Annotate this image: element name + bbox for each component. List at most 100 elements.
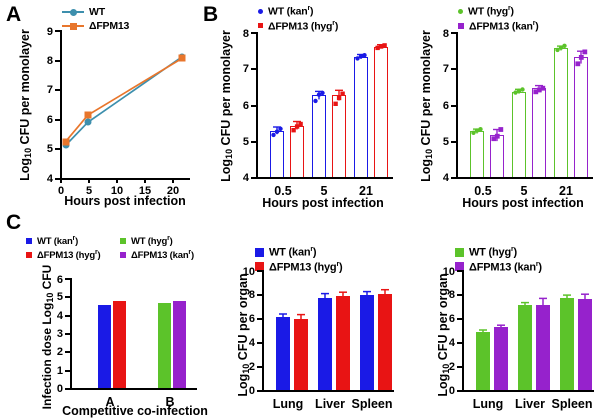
legend-label: ΔFPM13 (hygr)	[269, 260, 343, 274]
y-tick-label: 4	[448, 337, 455, 349]
panel-a-series-lines	[64, 55, 183, 146]
wt-kan-square-marker-icon	[255, 247, 264, 257]
y-tick-label: 2	[448, 361, 455, 373]
panel-b-left-plot: 4 5 6 7 8 0.5 5 21	[243, 28, 393, 198]
dfpm13-hyg-square-marker-icon	[255, 262, 264, 272]
y-tick-label: 6	[442, 99, 449, 112]
bar-dfpm13-kan	[173, 300, 186, 388]
x-axis	[70, 388, 197, 390]
data-point-dfpm13	[178, 54, 186, 62]
bar-wt-kan	[98, 304, 111, 388]
y-tick-label: 4	[56, 309, 63, 322]
panel-b-left-legend: WT (kanr) ΔFPM13 (hygr)	[258, 5, 338, 32]
panel-b-left-y-axis-label: Log10 CFU per monolayer	[219, 30, 234, 182]
x-tick-label: 5	[520, 184, 528, 198]
bar-dfpm13-hyg	[336, 295, 350, 390]
y-tick-label: 0	[448, 385, 455, 397]
legend-label: ΔFPM13 (hygr)	[268, 19, 339, 33]
y-tick-label: 5	[56, 291, 63, 304]
y-axis	[70, 278, 72, 390]
panel-c-left-y-axis-label: Infection dose Log10 CFU	[40, 264, 55, 410]
bar-dfpm13-kan	[536, 305, 550, 390]
wt-line-marker-icon	[62, 8, 84, 17]
x-axis	[456, 177, 593, 179]
legend-item: WT (hygr)	[458, 5, 539, 18]
panel-label-a: A	[6, 3, 22, 26]
bar-dfpm13-hyg	[113, 301, 126, 388]
y-tick-label: 8	[46, 55, 53, 67]
data-point-dfpm13	[84, 111, 92, 119]
dfpm13-kan-square-marker-icon	[120, 252, 126, 259]
legend-label: WT (kanr)	[37, 235, 79, 248]
x-tick-label: Lung	[272, 397, 304, 411]
panel-c-left-plot: 0 1 2 3 4 5 6 A B	[57, 274, 197, 409]
panel-b-right-x-axis-label: Hours post infection	[462, 196, 584, 210]
y-tick-label: 5	[242, 135, 249, 148]
panel-c-middle-y-axis-label: Log10 CFU per organ	[236, 273, 251, 397]
panel-b-left-x-axis-label: Hours post infection	[262, 196, 384, 210]
x-tick-label: A	[105, 395, 115, 409]
legend-label: WT (hygr)	[468, 5, 514, 18]
x-tick-label: 0.5	[274, 184, 292, 198]
bar-wt-hyg	[476, 331, 490, 390]
y-tick-label: 7	[442, 63, 449, 76]
y-tick-label: 8	[248, 289, 255, 301]
dfpm13-hyg-square-marker-icon	[258, 23, 263, 29]
x-axis	[256, 177, 393, 179]
panel-b-right-plot: 4 5 6 7 8 0.5 5 21	[443, 28, 593, 198]
y-tick-label: 2	[56, 346, 63, 359]
dfpm13-kan-square-marker-icon	[455, 262, 464, 272]
x-tick-label: 15	[138, 185, 152, 197]
panel-a-plot: 4 5 6 7 8 9 0 5 10 15 20	[47, 26, 190, 197]
x-tick-label: 0	[57, 185, 65, 197]
y-tick-label: 4	[242, 172, 249, 184]
bar-dfpm13-hyg	[294, 319, 308, 390]
y-tick-label: 7	[46, 84, 53, 96]
legend-label: ΔFPM13 (hygr)	[37, 249, 101, 262]
bar-wt-hyg	[518, 305, 532, 390]
x-tick-label: 21	[359, 184, 373, 198]
panel-b-right-y-axis-label: Log10 CFU per monolayer	[419, 30, 434, 182]
legend-label: WT (kanr)	[268, 5, 314, 18]
legend-item: ΔFPM13 (hygr)	[26, 249, 112, 261]
legend-item: WT	[62, 6, 129, 18]
legend-label: ΔFPM13 (kanr)	[469, 260, 542, 274]
y-tick-label: 1	[56, 364, 63, 377]
y-tick-label: 3	[56, 328, 63, 340]
bar-dfpm13-kan	[494, 326, 508, 390]
ylabel-sub: 10	[23, 147, 33, 158]
panel-c-right-legend: WT (hygr) ΔFPM13 (kanr)	[455, 246, 542, 273]
bar-wt-hyg	[158, 302, 171, 388]
x-tick-label: 5	[320, 184, 328, 198]
legend-label: WT (hygr)	[131, 235, 173, 248]
bar-dfpm13-kan	[578, 298, 592, 390]
data-point-wt	[84, 118, 92, 126]
y-axis	[456, 32, 458, 179]
y-tick-label: 2	[248, 361, 255, 373]
bar-wt-kan	[360, 295, 374, 390]
panel-label-b: B	[203, 3, 219, 26]
panel-c-middle-legend: WT (kanr) ΔFPM13 (hygr)	[255, 246, 343, 274]
x-axis	[462, 390, 594, 392]
wt-kan-square-marker-icon	[26, 238, 32, 245]
y-tick-label: 0	[56, 383, 63, 395]
panel-c-right-plot: 0 2 4 6 8 10 Lung Liver Spleen	[443, 266, 594, 411]
wt-hyg-square-marker-icon	[455, 247, 464, 257]
x-tick-label: 5	[85, 185, 93, 197]
y-axis	[256, 32, 258, 179]
legend-label: WT	[89, 6, 105, 18]
panel-c-middle-errorbars	[279, 288, 389, 324]
bar-wt-kan	[318, 297, 332, 390]
bar-wt-hyg	[560, 298, 574, 390]
dfpm13-line-marker-icon	[62, 22, 84, 31]
panel-c-middle-plot: 0 2 4 6 8 10 Lung Liver Spleen	[243, 266, 394, 411]
panel-c-left-x-axis-label: Competitive co-infection	[62, 404, 208, 418]
panel-label-c: C	[6, 211, 22, 234]
wt-hyg-circle-marker-icon	[458, 8, 463, 14]
legend-item: ΔFPM13 (kanr)	[120, 249, 206, 261]
legend-item: ΔFPM13 (kanr)	[458, 20, 539, 32]
y-tick-label: 6	[242, 99, 249, 112]
x-tick-label: Spleen	[551, 397, 593, 411]
data-point-wt	[62, 141, 70, 149]
